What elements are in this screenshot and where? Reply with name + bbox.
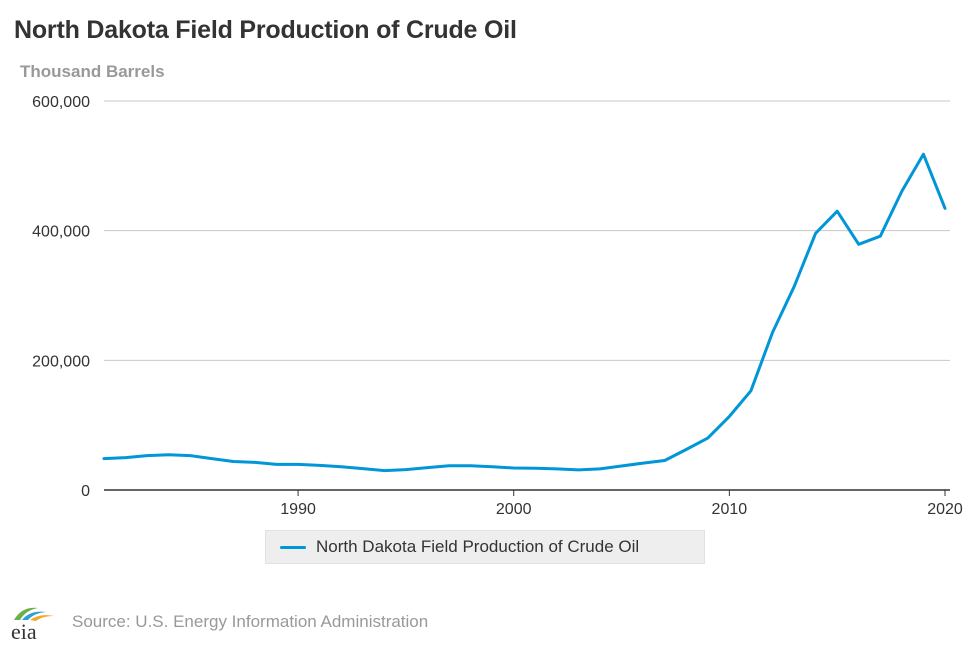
line-chart: 0 200,000 400,000 600,000 1990 2000 2010 2020 bbox=[32, 94, 963, 518]
y-tick-label: 600,000 bbox=[32, 94, 90, 111]
grid-lines bbox=[104, 100, 950, 361]
series-line[interactable] bbox=[102, 152, 947, 473]
x-axis-tick-labels: 1990 2000 2010 2020 bbox=[280, 501, 963, 518]
legend[interactable]: North Dakota Field Production of Crude O… bbox=[265, 530, 705, 564]
legend-label: North Dakota Field Production of Crude O… bbox=[316, 537, 640, 556]
eia-logo-icon: eia bbox=[11, 607, 54, 642]
x-tick-label: 2020 bbox=[927, 501, 963, 518]
x-tick-label: 2010 bbox=[712, 501, 748, 518]
eia-logo-text: eia bbox=[11, 619, 37, 642]
chart-title: North Dakota Field Production of Crude O… bbox=[14, 16, 517, 44]
y-tick-label: 0 bbox=[81, 483, 90, 500]
x-axis bbox=[104, 489, 950, 496]
footer: eia Source: U.S. Energy Information Admi… bbox=[8, 602, 428, 642]
y-tick-label: 200,000 bbox=[32, 353, 90, 370]
y-tick-label: 400,000 bbox=[32, 224, 90, 241]
x-tick-label: 2000 bbox=[496, 501, 532, 518]
legend-swatch bbox=[280, 545, 306, 549]
source-text: Source: U.S. Energy Information Administ… bbox=[72, 612, 429, 631]
x-tick-label: 1990 bbox=[280, 501, 316, 518]
y-axis-tick-labels: 0 200,000 400,000 600,000 bbox=[32, 94, 90, 500]
series-layer bbox=[102, 152, 947, 473]
y-axis-units: Thousand Barrels bbox=[20, 62, 165, 81]
